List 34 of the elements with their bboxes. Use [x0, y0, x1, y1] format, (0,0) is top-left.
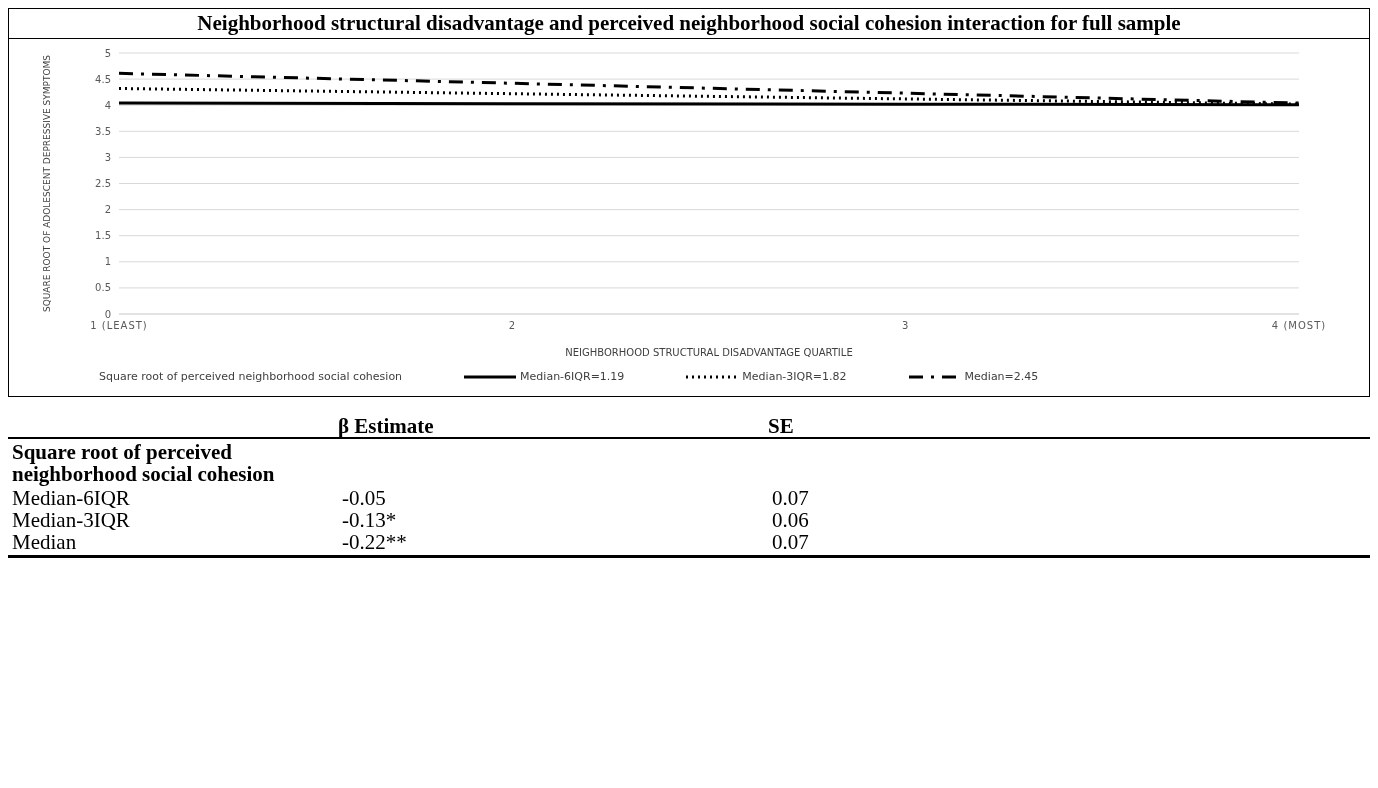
y-tick-label: 1 — [104, 256, 111, 268]
x-tick-label: 4 (MOST) — [1271, 320, 1327, 332]
y-axis-title: SQUARE ROOT OF ADOLESCENT DEPRESSIVE SYMPTOMS — [42, 54, 53, 313]
y-tick-label: 2 — [104, 204, 111, 216]
text: Median — [12, 530, 78, 554]
text: 0.07 — [772, 486, 810, 510]
y-tick-label: 1.5 — [95, 230, 111, 242]
y-tick-label: 3.5 — [95, 125, 111, 137]
text: -0.05 — [342, 486, 387, 510]
text: SE — [768, 414, 795, 438]
y-tick-label: 0 — [104, 308, 111, 320]
text: -0.13* — [342, 508, 398, 532]
x-axis-title: NEIGHBORHOOD STRUCTURAL DISADVANTAGE QUARTILE — [565, 347, 853, 358]
text: 0.06 — [772, 508, 810, 532]
legend-label: Median-6IQR=1.19 — [520, 370, 625, 383]
legend-label: Median=2.45 — [964, 370, 1039, 383]
text: 0.07 — [772, 530, 810, 554]
text: Square root of perceived neighborhood social cohesion — [11, 439, 276, 487]
y-tick-label: 0.5 — [95, 282, 111, 294]
x-tick-label: 3 — [901, 320, 910, 332]
text: Median-3IQR — [12, 508, 131, 532]
y-tick-label: 5 — [104, 47, 111, 59]
x-tick-label: 2 — [508, 320, 517, 332]
y-tick-label: 4.5 — [95, 73, 111, 85]
x-tick-label: 1 (LEAST) — [90, 320, 148, 332]
chart-title: Neighborhood structural disadvantage and perceived neighborhood social cohesion interaction for full sample — [9, 9, 1369, 39]
y-tick-label: 2.5 — [95, 178, 111, 190]
text: Median-6IQR — [12, 486, 131, 510]
text: -0.22** — [342, 530, 408, 554]
legend-label: Median-3IQR=1.82 — [742, 370, 847, 383]
legend-title: Square root of perceived neighborhood social cohesion — [99, 370, 403, 383]
y-tick-label: 3 — [104, 151, 111, 163]
text: β Estimate — [338, 414, 435, 438]
y-tick-label: 4 — [104, 99, 111, 111]
